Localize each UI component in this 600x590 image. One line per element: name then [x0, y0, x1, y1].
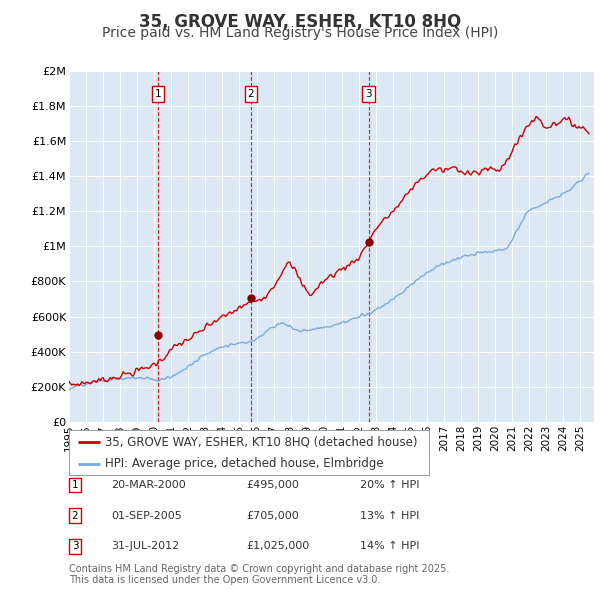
Text: 2: 2: [71, 511, 79, 520]
Text: 1: 1: [155, 88, 161, 99]
Text: 1: 1: [71, 480, 79, 490]
Text: £1,025,000: £1,025,000: [246, 542, 309, 551]
Text: 14% ↑ HPI: 14% ↑ HPI: [360, 542, 419, 551]
Text: 3: 3: [71, 542, 79, 551]
Text: 31-JUL-2012: 31-JUL-2012: [111, 542, 179, 551]
Text: 2: 2: [248, 88, 254, 99]
Text: £495,000: £495,000: [246, 480, 299, 490]
Text: 20-MAR-2000: 20-MAR-2000: [111, 480, 186, 490]
Text: 20% ↑ HPI: 20% ↑ HPI: [360, 480, 419, 490]
Text: 35, GROVE WAY, ESHER, KT10 8HQ: 35, GROVE WAY, ESHER, KT10 8HQ: [139, 13, 461, 31]
Text: 01-SEP-2005: 01-SEP-2005: [111, 511, 182, 520]
Text: 13% ↑ HPI: 13% ↑ HPI: [360, 511, 419, 520]
Text: £705,000: £705,000: [246, 511, 299, 520]
Text: 3: 3: [365, 88, 372, 99]
Text: Contains HM Land Registry data © Crown copyright and database right 2025.
This d: Contains HM Land Registry data © Crown c…: [69, 563, 449, 585]
Text: HPI: Average price, detached house, Elmbridge: HPI: Average price, detached house, Elmb…: [105, 457, 383, 470]
Text: 35, GROVE WAY, ESHER, KT10 8HQ (detached house): 35, GROVE WAY, ESHER, KT10 8HQ (detached…: [105, 435, 418, 448]
Text: Price paid vs. HM Land Registry's House Price Index (HPI): Price paid vs. HM Land Registry's House …: [102, 26, 498, 40]
